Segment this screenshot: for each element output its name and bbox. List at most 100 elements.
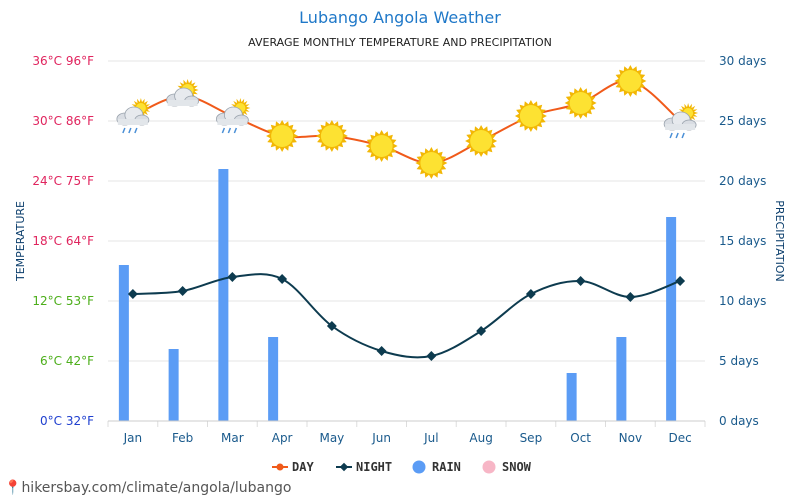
night-temperature-point [177, 286, 188, 296]
x-tick-label: Apr [272, 431, 293, 445]
left-axis-title: TEMPERATURE [14, 201, 27, 282]
x-tick-label: Jun [371, 431, 391, 445]
sun-icon [564, 87, 597, 119]
rain-cloud-icon [663, 103, 699, 139]
left-tick-label: 18°C 64°F [32, 234, 94, 248]
night-temperature-line [132, 273, 681, 359]
sun-disc [619, 70, 642, 92]
rain-drop [675, 132, 679, 139]
right-tick-label: 25 days [719, 114, 766, 128]
watermark-text: hikersbay.com/climate/angola/lubango [21, 480, 292, 496]
rain-cloud-icon [215, 98, 251, 134]
left-tick-label: 36°C 96°F [32, 54, 94, 68]
night-temperature-point [127, 289, 138, 299]
night-temperature-point [625, 292, 636, 302]
legend-label: NIGHT [356, 460, 392, 474]
rain-bar [118, 265, 129, 421]
sun-icon [266, 120, 299, 152]
legend-label: DAY [292, 460, 314, 474]
rain-bar [616, 337, 627, 421]
axes: 0°C 32°F 6°C 42°F 12°C 53°F 18°C 64°F 24°C 7… [32, 54, 766, 445]
rain-bar [566, 373, 577, 421]
night-temperature-point [326, 321, 337, 331]
sun-icon [614, 65, 647, 97]
x-tick-label: Sep [520, 431, 543, 445]
sun-disc [420, 152, 443, 174]
rain-bar [218, 169, 229, 421]
rain-drop [221, 127, 226, 134]
night-temperature-point [525, 289, 536, 299]
x-tick-label: Aug [469, 431, 492, 445]
rain-drop [227, 127, 232, 134]
x-tick-label: May [319, 431, 344, 445]
rain-bar [666, 217, 677, 421]
legend-label: RAIN [432, 460, 461, 474]
legend-item-day: DAY [272, 460, 314, 474]
x-tick-label: Jan [123, 431, 143, 445]
watermark: 📍hikersbay.com/climate/angola/lubango [4, 480, 291, 496]
legend-swatch [482, 460, 496, 474]
legend-swatch-marker [276, 463, 284, 471]
precipitation-bars [118, 169, 677, 421]
grid-lines [107, 60, 706, 427]
legend-item-rain: RAIN [412, 460, 461, 474]
cloud-base [217, 119, 248, 125]
night-temperature-point [426, 351, 437, 361]
sun-disc [519, 105, 542, 127]
x-tick-label: Oct [570, 431, 591, 445]
legend-swatch-marker [339, 462, 349, 472]
left-tick-label: 30°C 86°F [32, 114, 94, 128]
night-temperature-point [476, 326, 487, 336]
left-tick-label: 6°C 42°F [40, 354, 94, 368]
legend-label: SNOW [502, 460, 532, 474]
night-temperature-point [277, 274, 288, 284]
rain-drop [122, 127, 126, 134]
partly-cloudy-icon [166, 79, 200, 107]
legend-item-night: NIGHT [336, 460, 392, 474]
rain-drop [128, 127, 132, 134]
left-tick-label: 0°C 32°F [40, 414, 94, 428]
right-tick-label: 10 days [719, 294, 766, 308]
right-tick-label: 5 days [719, 354, 759, 368]
chart-title: Lubango Angola Weather [299, 8, 501, 27]
day-temperature-line [132, 79, 681, 165]
rain-drop [134, 127, 138, 134]
rain-drop [681, 132, 685, 139]
sun-icon [465, 125, 498, 157]
x-tick-label: Feb [172, 431, 193, 445]
right-tick-label: 15 days [719, 234, 766, 248]
sun-icon [415, 147, 448, 179]
legend: DAY NIGHT RAIN SNOW [272, 460, 532, 474]
left-tick-label: 24°C 75°F [32, 174, 94, 188]
right-tick-label: 30 days [719, 54, 766, 68]
legend-item-snow: SNOW [482, 460, 532, 474]
night-temperature-point [675, 276, 686, 286]
sun-disc [320, 125, 343, 147]
sun-icon [514, 100, 547, 132]
sun-disc [271, 125, 294, 147]
weather-icons [116, 65, 699, 179]
rain-bar [268, 337, 279, 421]
right-tick-label: 20 days [719, 174, 766, 188]
night-temperature-point [227, 272, 238, 282]
sun-icon [365, 130, 398, 162]
cloud-base [665, 124, 696, 130]
x-tick-label: Dec [669, 431, 692, 445]
temperature-lines [127, 79, 686, 361]
right-axis-title: PRECIPITATION [773, 200, 786, 281]
sun-disc [470, 130, 493, 152]
x-tick-label: Mar [221, 431, 244, 445]
sun-disc [569, 92, 592, 114]
sun-disc [370, 135, 393, 157]
right-tick-label: 0 days [719, 414, 759, 428]
left-tick-label: 12°C 53°F [32, 294, 94, 308]
x-tick-label: Jul [423, 431, 438, 445]
rain-bar [168, 349, 179, 421]
chart-subtitle: AVERAGE MONTHLY TEMPERATURE AND PRECIPIT… [248, 36, 552, 49]
cloud-base [117, 119, 148, 125]
night-temperature-point [575, 276, 586, 286]
map-pin-icon: 📍 [4, 480, 22, 496]
x-tick-label: Nov [619, 431, 642, 445]
rain-drop [233, 127, 238, 134]
